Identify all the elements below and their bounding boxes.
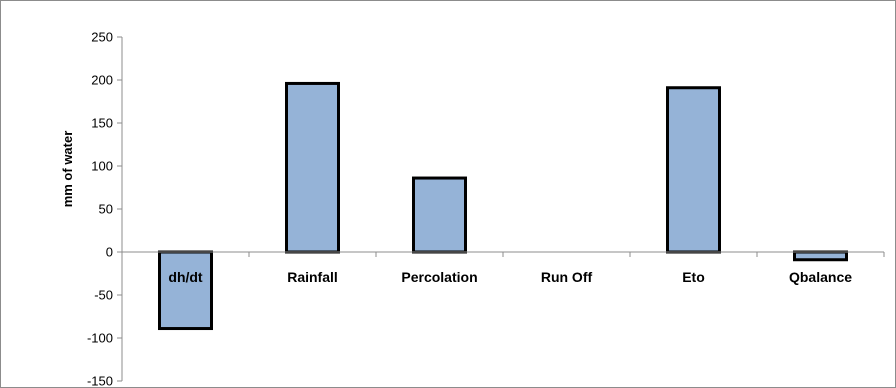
bar-eto <box>666 86 721 254</box>
y-axis: 250 200 150 100 50 0 -50 -100 -150 <box>87 30 123 388</box>
bar-qbalance <box>793 250 848 262</box>
y-tick-label: 100 <box>91 159 113 174</box>
y-tick-label: -150 <box>87 374 113 388</box>
bar-dh-dt <box>158 250 213 331</box>
category-label: Eto <box>682 269 705 285</box>
y-tick-label: -100 <box>87 331 113 346</box>
y-axis-label: mm of water <box>60 131 75 208</box>
y-tick-label: 50 <box>99 202 113 217</box>
bar-percolation <box>412 176 467 254</box>
category-labels: dh/dt Rainfall Percolation Run Off Eto Qbalan… <box>168 269 852 285</box>
category-label: Qbalance <box>789 269 852 285</box>
category-label: Run Off <box>541 269 593 285</box>
y-tick-label: 150 <box>91 116 113 131</box>
category-label: dh/dt <box>168 269 203 285</box>
category-label: Rainfall <box>287 269 338 285</box>
bar-rainfall <box>285 81 340 254</box>
y-tick-label: 0 <box>106 245 113 260</box>
y-tick-label: -50 <box>94 288 113 303</box>
y-tick-label: 200 <box>91 73 113 88</box>
bars <box>158 81 848 331</box>
category-label: Percolation <box>401 269 477 285</box>
y-tick-label: 250 <box>91 30 113 45</box>
x-axis <box>121 251 885 257</box>
